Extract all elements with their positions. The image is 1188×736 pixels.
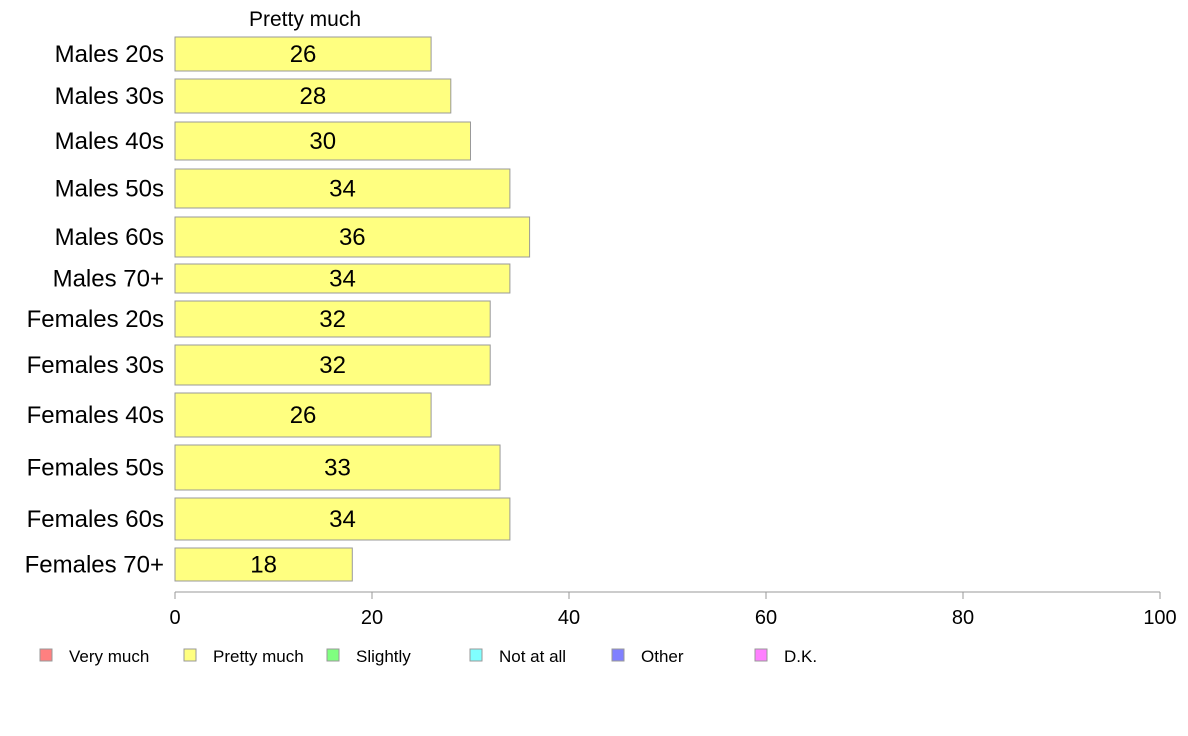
- bar-value-label: 34: [329, 266, 356, 293]
- bar-7-series-1: [174, 344, 491, 386]
- bar-1-series-1: [174, 78, 452, 114]
- category-label: Males 40s: [55, 128, 164, 155]
- legend-label: D.K.: [784, 647, 817, 666]
- category-label: Males 30s: [55, 83, 164, 110]
- legend-swatch: [183, 648, 197, 662]
- category-label: Males 70+: [53, 266, 164, 293]
- legend-swatch: [326, 648, 340, 662]
- legend-label: Not at all: [499, 647, 566, 666]
- category-label: Females 30s: [27, 352, 164, 379]
- x-tick-label: 80: [952, 607, 974, 629]
- bar-10-series-1: [174, 497, 511, 541]
- legend-swatch: [39, 648, 53, 662]
- legend-label: Pretty much: [213, 647, 304, 666]
- bar-5-series-1: [174, 263, 511, 294]
- bar-6-series-1: [174, 300, 491, 338]
- bar-value-label: 32: [319, 306, 346, 333]
- bar-value-label: 32: [319, 352, 346, 379]
- bar-value-label: 34: [329, 506, 356, 533]
- x-axis: 0 20 40 60 80 100: [169, 591, 1177, 629]
- category-label: Males 60s: [55, 224, 164, 251]
- category-label: Males 50s: [55, 176, 164, 203]
- x-tick-label: 100: [1143, 607, 1176, 629]
- bar-11-series-1: [174, 547, 353, 582]
- legend-label: Very much: [69, 647, 149, 666]
- category-labels: Males 20s Males 30s Males 40s Males 50s Male…: [25, 41, 164, 579]
- legend-swatch: [469, 648, 483, 662]
- bar-value-label: 18: [250, 552, 277, 579]
- x-tick-label: 40: [558, 607, 580, 629]
- category-label: Females 70+: [25, 552, 164, 579]
- bar-8-series-1: [174, 392, 432, 438]
- bar-value-label: 30: [309, 128, 336, 155]
- bar-0-series-1: [174, 36, 432, 72]
- legend-label: Slightly: [356, 647, 411, 666]
- category-label: Females 60s: [27, 506, 164, 533]
- category-label: Females 20s: [27, 306, 164, 333]
- bar-2-series-1: [174, 121, 471, 161]
- x-tick-label: 60: [755, 607, 777, 629]
- bar-9-series-1: [174, 444, 501, 491]
- bar-value-label: 26: [290, 402, 317, 429]
- x-tick-label: 0: [169, 607, 180, 629]
- legend-swatch: [754, 648, 768, 662]
- legend-label: Other: [641, 647, 684, 666]
- bar-value-label: 28: [300, 83, 327, 110]
- bar-4-series-1: [174, 216, 531, 258]
- bar-3-series-1: [174, 168, 511, 209]
- category-label: Males 20s: [55, 41, 164, 68]
- column-title: Pretty much: [249, 8, 361, 31]
- bar-value-label: 33: [324, 455, 351, 482]
- bar-value-label: 36: [339, 224, 366, 251]
- category-label: Females 50s: [27, 455, 164, 482]
- x-tick-label: 20: [361, 607, 383, 629]
- bar-value-label: 34: [329, 176, 356, 203]
- category-label: Females 40s: [27, 402, 164, 429]
- bar-value-label: 26: [290, 41, 317, 68]
- legend: Very much Pretty much Slightly Not at all Ot…: [39, 647, 817, 666]
- legend-swatch: [611, 648, 625, 662]
